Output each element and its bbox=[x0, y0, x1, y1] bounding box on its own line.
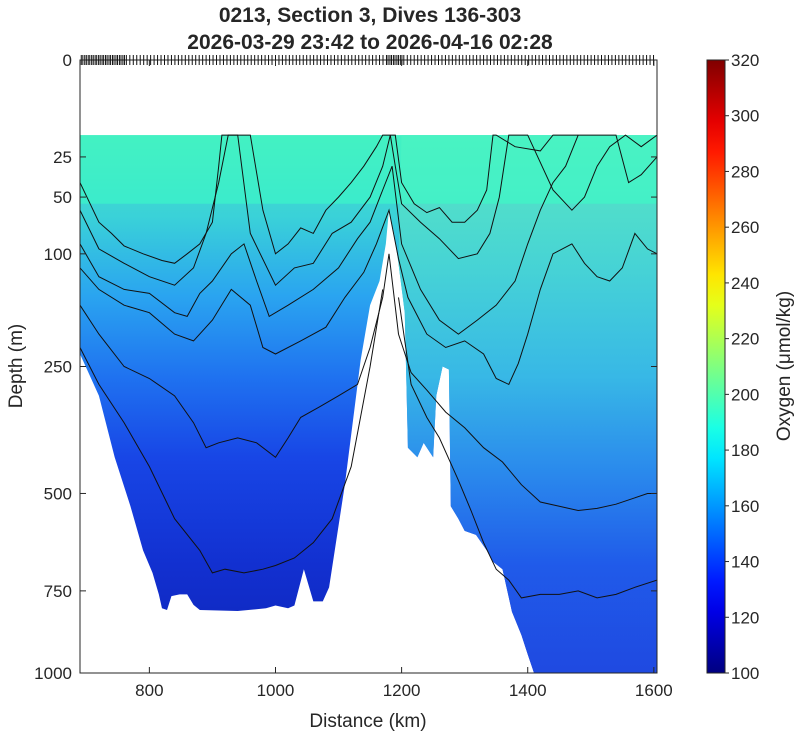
colorbar-tick-label: 160 bbox=[731, 497, 759, 516]
x-tick-label: 1200 bbox=[383, 681, 421, 700]
title-block: 0213, Section 3, Dives 136-303 2026-03-2… bbox=[187, 4, 553, 54]
chart-title-line2: 2026-03-29 23:42 to 2026-04-16 02:28 bbox=[187, 31, 553, 54]
colorbar-tick-label: 120 bbox=[731, 608, 759, 627]
colorbar: 100 120 140 160 180 200 220 240 260 280 300 320 Oxy… bbox=[706, 51, 795, 683]
colorbar-ticks: 100 120 140 160 180 200 220 240 260 280 300 320 bbox=[725, 51, 759, 683]
colorbar-label: Oxygen (μmol/kg) bbox=[774, 291, 795, 441]
x-axis-label: Distance (km) bbox=[309, 711, 426, 732]
colorbar-tick-label: 260 bbox=[731, 218, 759, 237]
surface-band bbox=[80, 135, 657, 204]
chart-title-line1: 0213, Section 3, Dives 136-303 bbox=[219, 4, 521, 27]
x-tick-label: 1600 bbox=[635, 681, 673, 700]
y-tick-label: 500 bbox=[44, 484, 72, 503]
x-tick-label: 1000 bbox=[257, 681, 295, 700]
colorbar-tick-label: 280 bbox=[731, 162, 759, 181]
y-tick-label: 250 bbox=[44, 358, 72, 377]
y-tick-label: 1000 bbox=[34, 664, 72, 683]
y-tick-label: 100 bbox=[44, 245, 72, 264]
contour-line-7 bbox=[398, 297, 657, 599]
y-axis-label: Depth (m) bbox=[6, 324, 27, 408]
contour-line-6 bbox=[80, 289, 384, 574]
contour-lines bbox=[80, 134, 657, 599]
colorbar-gradient bbox=[706, 59, 726, 674]
contour-line-3 bbox=[80, 134, 579, 335]
y-tick-label: 50 bbox=[53, 188, 72, 207]
colorbar-tick-label: 300 bbox=[731, 107, 759, 126]
contour-line-2 bbox=[80, 134, 657, 287]
colorbar-tick-label: 180 bbox=[731, 441, 759, 460]
y-tick-label: 0 bbox=[63, 51, 72, 70]
y-tick-label: 750 bbox=[44, 582, 72, 601]
colorbar-tick-label: 240 bbox=[731, 274, 759, 293]
colorbar-tick-label: 100 bbox=[731, 664, 759, 683]
x-axis: 800 1000 1200 1400 1600 bbox=[135, 60, 673, 700]
x-tick-label: 1400 bbox=[509, 681, 547, 700]
contour-line-4 bbox=[80, 208, 657, 386]
contour-line-5 bbox=[80, 253, 657, 512]
oxygen-field bbox=[80, 135, 657, 673]
contour-line-1 bbox=[80, 134, 657, 264]
plot-area bbox=[80, 134, 657, 673]
x-tick-label: 800 bbox=[135, 681, 163, 700]
colorbar-tick-label: 140 bbox=[731, 553, 759, 572]
y-tick-label: 25 bbox=[53, 148, 72, 167]
right-basin-fill bbox=[398, 135, 657, 673]
y-axis: 0 25 50 100 250 500 750 1000 bbox=[34, 51, 657, 683]
colorbar-tick-label: 220 bbox=[731, 330, 759, 349]
colorbar-tick-label: 200 bbox=[731, 385, 759, 404]
colorbar-tick-label: 320 bbox=[731, 51, 759, 70]
